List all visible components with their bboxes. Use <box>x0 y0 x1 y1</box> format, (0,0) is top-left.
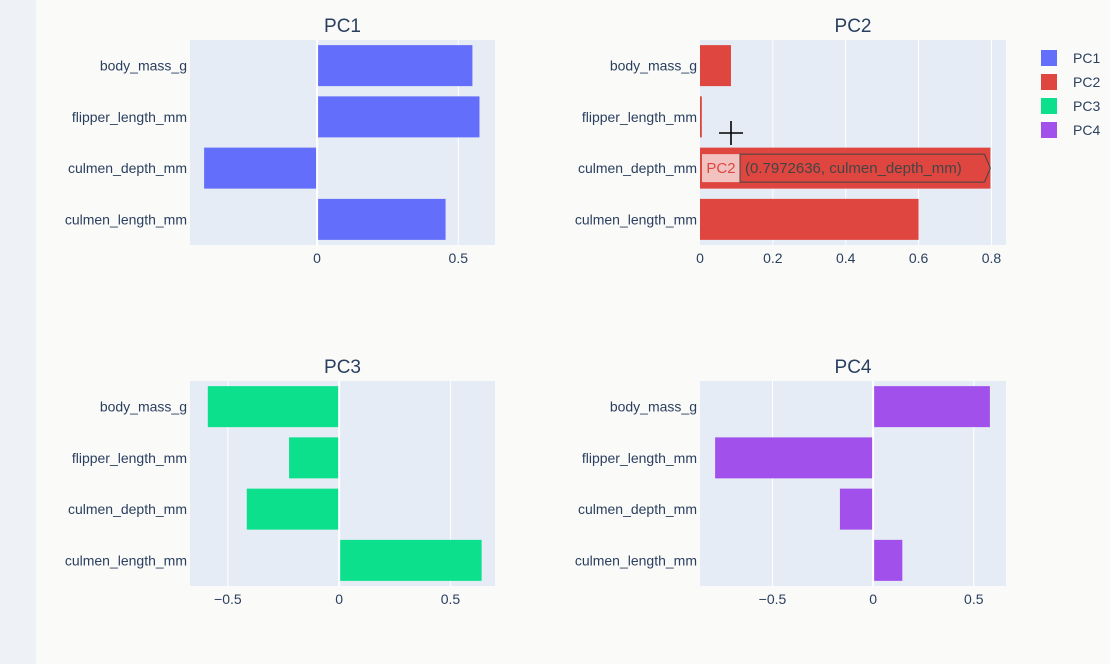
bar-culmen-length-mm[interactable] <box>339 539 482 581</box>
bar-flipper-length-mm[interactable] <box>289 437 340 479</box>
sidebar-strip <box>0 0 36 664</box>
bar-flipper-length-mm[interactable] <box>700 96 702 138</box>
legend-label: PC1 <box>1073 50 1100 66</box>
ytick-label: flipper_length_mm <box>72 109 187 125</box>
ytick-label: culmen_length_mm <box>575 211 697 227</box>
hover-value-box <box>739 153 991 183</box>
xtick-label: 0 <box>335 591 343 607</box>
bar-culmen-depth-mm[interactable] <box>204 147 318 189</box>
ytick-label: body_mass_g <box>100 399 187 415</box>
ytick-label: culmen_length_mm <box>65 211 187 227</box>
ytick-label: flipper_length_mm <box>72 450 187 466</box>
legend-item-pc3[interactable]: PC3 <box>1041 98 1100 114</box>
ytick-label: culmen_depth_mm <box>68 501 187 517</box>
subplot-title: PC4 <box>835 357 872 378</box>
xtick-label: 0.5 <box>441 591 461 607</box>
ytick-label: body_mass_g <box>610 399 697 415</box>
ytick-label: culmen_length_mm <box>65 552 187 568</box>
xtick-label: 0.4 <box>836 250 856 266</box>
hover-tooltip: PC2 (0.7972636, culmen_depth_mm) <box>702 153 991 183</box>
legend-swatch <box>1041 98 1057 114</box>
subplot-title: PC1 <box>324 16 361 37</box>
legend-swatch <box>1041 50 1057 66</box>
bar-culmen-length-mm[interactable] <box>873 539 903 581</box>
bar-body-mass-g[interactable] <box>700 45 731 87</box>
ytick-label: body_mass_g <box>610 58 697 74</box>
xtick-label: 0.5 <box>449 250 469 266</box>
legend-label: PC3 <box>1073 98 1100 114</box>
hover-series-label: PC2 <box>706 160 735 177</box>
subplot-title: PC3 <box>324 357 361 378</box>
bar-body-mass-g[interactable] <box>873 386 990 428</box>
legend-item-pc4[interactable]: PC4 <box>1041 122 1100 138</box>
legend-label: PC2 <box>1073 74 1100 90</box>
bar-culmen-depth-mm[interactable] <box>246 488 340 530</box>
xtick-label: −0.5 <box>759 591 787 607</box>
ytick-label: culmen_depth_mm <box>68 160 187 176</box>
xtick-label: 0.6 <box>909 250 929 266</box>
bar-body-mass-g[interactable] <box>317 45 473 87</box>
subplot-pc1[interactable]: PC1 body_mass_g flipper_length_mm culmen_de… <box>65 16 495 266</box>
crosshair-cursor-icon <box>719 121 743 145</box>
legend-label: PC4 <box>1073 122 1100 138</box>
xtick-label: 0 <box>696 250 704 266</box>
ytick-label: flipper_length_mm <box>582 109 697 125</box>
legend[interactable]: PC1 PC2 PC3 PC4 <box>1041 50 1100 138</box>
xtick-label: 0 <box>869 591 877 607</box>
ytick-label: flipper_length_mm <box>582 450 697 466</box>
xtick-label: −0.5 <box>214 591 242 607</box>
subplot-pc3[interactable]: PC3 body_mass_g flipper_length_mm culmen_de… <box>65 357 495 607</box>
ytick-label: culmen_length_mm <box>575 552 697 568</box>
ytick-label: culmen_depth_mm <box>578 160 697 176</box>
xtick-label: 0.2 <box>763 250 783 266</box>
hover-series-box <box>702 154 740 183</box>
xtick-label: 0.8 <box>982 250 1002 266</box>
subplot-pc2[interactable]: PC2 body_mass_g flipper_length_mm culmen_de… <box>575 16 1006 266</box>
legend-item-pc2[interactable]: PC2 <box>1041 74 1100 90</box>
bar-flipper-length-mm[interactable] <box>715 437 874 479</box>
bar-flipper-length-mm[interactable] <box>317 96 480 138</box>
xtick-label: 0.5 <box>964 591 984 607</box>
hover-value-text: (0.7972636, culmen_depth_mm) <box>745 160 962 177</box>
bar-body-mass-g[interactable] <box>207 386 340 428</box>
subplot-title: PC2 <box>835 16 872 37</box>
bar-culmen-depth-mm[interactable] <box>839 488 874 530</box>
bar-culmen-length-mm[interactable] <box>317 198 446 240</box>
ytick-label: culmen_depth_mm <box>578 501 697 517</box>
legend-swatch <box>1041 122 1057 138</box>
xtick-label: 0 <box>313 250 321 266</box>
legend-swatch <box>1041 74 1057 90</box>
legend-item-pc1[interactable]: PC1 <box>1041 50 1100 66</box>
bar-culmen-length-mm[interactable] <box>700 198 919 240</box>
ytick-label: body_mass_g <box>100 58 187 74</box>
subplot-pc4[interactable]: PC4 body_mass_g flipper_length_mm culmen_de… <box>575 357 1006 607</box>
